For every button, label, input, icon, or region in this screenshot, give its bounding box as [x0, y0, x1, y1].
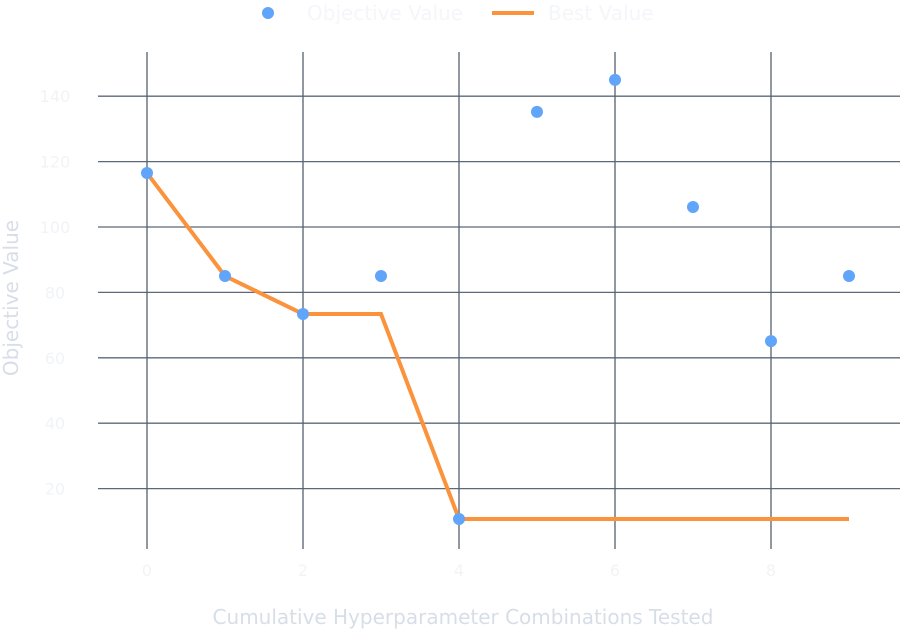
x-tick-label: 4: [454, 561, 464, 580]
x-tick-label: 0: [142, 561, 152, 580]
objective-value-point: [687, 201, 699, 214]
objective-value-series: [141, 73, 855, 526]
grid: [98, 52, 900, 549]
objective-value-point: [765, 335, 777, 348]
legend-label-best-value: Best Value: [548, 1, 654, 25]
x-tick-label: 6: [610, 561, 620, 580]
y-tick-label: 100: [40, 218, 71, 237]
objective-value-point: [609, 73, 621, 86]
best-value-line: [145, 171, 849, 522]
y-tick-label: 20: [45, 480, 65, 499]
best-value-series: [145, 171, 849, 522]
legend: Objective Value Best Value: [262, 1, 654, 25]
y-tick-label: 80: [45, 283, 65, 302]
tick-labels: 20 40 60 80 100 120 140 0 2 4 6 8: [40, 87, 776, 580]
x-axis-title: Cumulative Hyperparameter Combinations T…: [213, 605, 714, 629]
y-tick-label: 120: [40, 153, 71, 172]
objective-value-point: [219, 270, 231, 283]
x-tick-label: 8: [766, 561, 776, 580]
y-tick-label: 60: [45, 349, 65, 368]
objective-value-point: [531, 105, 543, 118]
y-tick-label: 40: [45, 414, 65, 433]
objective-value-point: [375, 270, 387, 283]
objective-value-point: [843, 270, 855, 283]
legend-label-objective-value: Objective Value: [307, 1, 463, 25]
objective-value-point: [141, 167, 153, 180]
y-tick-label: 140: [40, 87, 71, 106]
y-axis-title: Objective Value: [0, 220, 23, 376]
x-tick-label: 2: [298, 561, 308, 580]
legend-marker-objective-value: [262, 7, 274, 19]
objective-value-point: [453, 513, 465, 526]
objective-value-point: [297, 307, 309, 320]
